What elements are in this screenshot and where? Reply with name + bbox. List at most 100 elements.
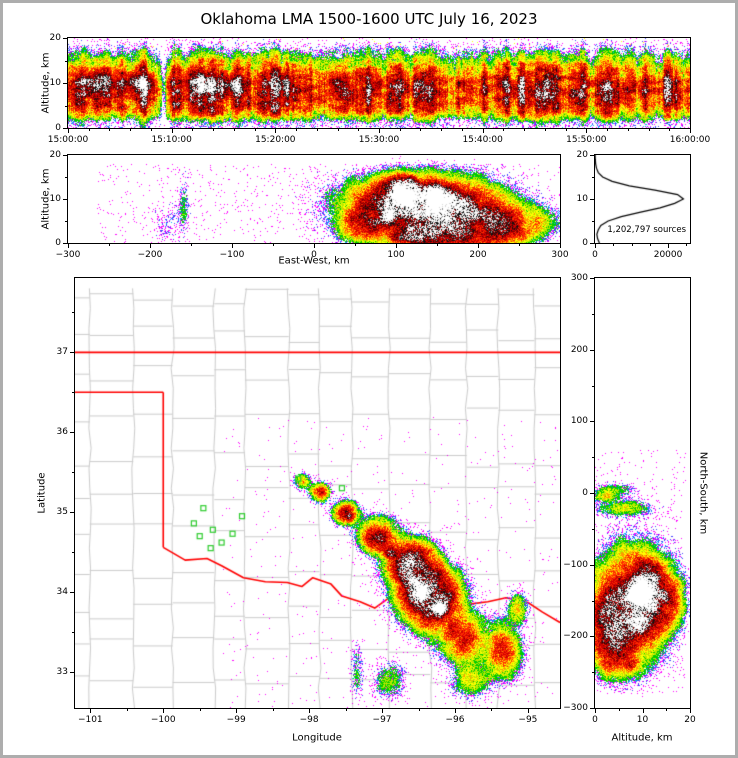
alt-histogram-y-tick (590, 155, 594, 156)
alt-histogram-y-tick-label: 20 (576, 150, 588, 160)
ew-height-canvas (68, 155, 560, 243)
ew-height-x-tick-label: −200 (137, 250, 163, 260)
time-height-x-tick-label: 15:00:00 (47, 135, 89, 145)
ew-height-x-minor-tick (273, 244, 274, 246)
alt-histogram-y-minor-tick (592, 177, 594, 178)
map-y-tick-label: 34 (56, 587, 68, 598)
map-x-minor-tick (272, 709, 274, 711)
map-x-tick (236, 709, 238, 713)
ns-height-y-tick-label: 200 (570, 344, 588, 355)
map-y-minor-tick (72, 632, 74, 634)
ns-height-y-tick (590, 493, 594, 494)
time-height-x-minor-tick (503, 129, 505, 131)
time-height-x-minor-tick (524, 129, 526, 131)
time-height-x-minor-tick (150, 129, 152, 131)
map-x-tick (163, 709, 165, 713)
alt-histogram-y-tick (590, 199, 594, 200)
ew-height-x-tick-label: −300 (55, 250, 81, 260)
ns-height-x-minor-tick (666, 709, 668, 711)
map-x-minor-tick (345, 709, 347, 711)
ns-height-y-tick (590, 636, 594, 638)
time-height-x-minor-tick (337, 129, 339, 131)
map-x-tick (90, 709, 92, 713)
map-x-tick-label: −97 (372, 715, 392, 725)
figure-title: Oklahoma LMA 1500-1600 UTC July 16, 2023 (200, 10, 538, 28)
time-height-y-tick-label: 20 (49, 33, 61, 43)
time-height-x-minor-tick (88, 129, 90, 131)
alt-histogram-y-tick-label: 10 (576, 194, 588, 204)
ew-height-x-tick (150, 244, 151, 248)
ew-height-y-tick-label: 20 (49, 150, 61, 160)
map-y-tick (70, 352, 74, 354)
ns-height-y-tick (590, 708, 594, 709)
ew-height-x-tick-label: 200 (469, 250, 487, 260)
time-height-x-tick (690, 129, 691, 133)
alt-histogram-x-minor-tick (686, 244, 688, 246)
alt-histogram-x-tick-label: 0 (592, 250, 598, 260)
time-height-x-tick-label: 15:30:00 (358, 135, 400, 145)
ns-height-canvas (595, 278, 690, 708)
time-height-x-tick (482, 129, 484, 133)
ns-height-y-minor-tick (592, 457, 594, 459)
ns-height-y-tick-label: −200 (563, 631, 588, 642)
map-y-tick-label: 35 (56, 507, 68, 518)
alt-histogram-y-tick-label: 0 (582, 238, 588, 248)
ew-height-y-minor-tick (65, 177, 67, 178)
time-height-x-tick-label: 16:00:00 (669, 135, 711, 145)
time-height-x-minor-tick (358, 129, 360, 131)
time-height-x-minor-tick (130, 129, 132, 131)
time-height-x-minor-tick (213, 129, 215, 131)
time-height-y-tick (63, 38, 67, 39)
map-y-tick (70, 592, 74, 594)
ew-height-y-tick (63, 155, 67, 156)
ns-height-y-minor-tick (592, 313, 594, 315)
ns-height-y-tick (590, 349, 594, 351)
alt-histogram-canvas (595, 155, 690, 243)
time-height-x-minor-tick (233, 129, 235, 131)
source-count-label: 1,202,797 sources (607, 225, 686, 235)
map-x-tick (454, 709, 456, 713)
ns-height-y-minor-tick (592, 600, 594, 602)
map-x-tick-label: −101 (77, 715, 103, 725)
map-x-tick-label: −95 (518, 715, 538, 725)
ew-height-y-tick (63, 243, 67, 244)
alt-histogram-x-tick (668, 244, 670, 248)
time-height-x-tick-label: 15:20:00 (255, 135, 296, 145)
map-y-tick (70, 512, 74, 514)
ew-height-xlabel: East-West, km (278, 255, 350, 267)
alt-histogram-y-tick (590, 243, 594, 244)
time-height-x-tick-label: 15:40:00 (462, 135, 503, 145)
map-x-tick (309, 709, 311, 713)
alt-histogram-x-minor-tick (649, 244, 651, 246)
map-x-minor-tick (418, 709, 420, 711)
ns-height-x-tick-label: 0 (592, 715, 598, 725)
ew-height-y-tick-label: 10 (49, 194, 61, 204)
time-height-x-minor-tick (420, 129, 422, 131)
ns-height-y-tick-label: 0 (582, 488, 588, 498)
map-y-tick-label: 33 (56, 667, 68, 678)
ns-height-y-tick (590, 564, 594, 566)
ns-height-x-minor-tick (618, 709, 620, 711)
alt-histogram-y-minor-tick (592, 221, 594, 222)
map-y-minor-tick (72, 552, 74, 554)
time-height-y-tick (63, 128, 67, 129)
alt-histogram-x-minor-tick (613, 244, 615, 246)
ns-height-y-tick (590, 278, 594, 279)
ns-height-y-minor-tick (592, 385, 594, 387)
ns-height-x-tick (595, 709, 596, 713)
alt-histogram-x-tick (595, 244, 596, 248)
map-x-tick (527, 709, 529, 713)
time-height-y-tick (63, 83, 67, 84)
ew-height-y-minor-tick (65, 221, 67, 222)
map-density-canvas (75, 278, 560, 708)
time-height-x-minor-tick (192, 129, 194, 131)
time-height-x-minor-tick (316, 129, 318, 131)
map-y-tick-label: 37 (56, 347, 68, 358)
ns-height-y-tick-label: −300 (563, 703, 588, 713)
ew-height-x-tick-label: 300 (551, 250, 569, 260)
ew-height-x-tick (68, 244, 69, 248)
ew-height-x-tick (232, 244, 233, 248)
time-height-x-tick (379, 129, 380, 133)
time-height-x-minor-tick (461, 129, 463, 131)
